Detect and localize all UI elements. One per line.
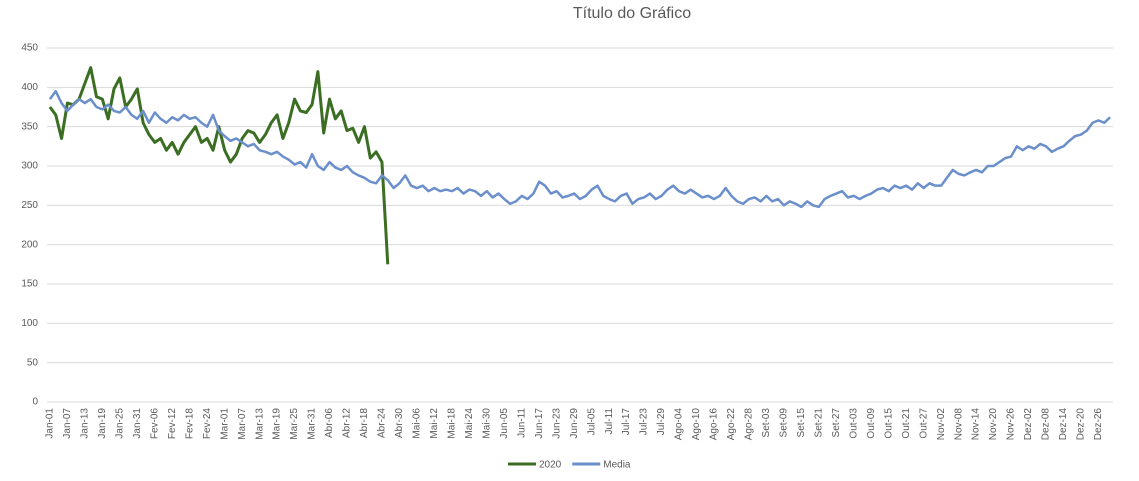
- y-tick-label: 0: [32, 397, 38, 408]
- x-tick-label: Out-15: [883, 408, 894, 439]
- x-tick-label: Ago-04: [674, 408, 685, 441]
- x-tick-label: Jan-19: [97, 408, 108, 439]
- x-tick-label: Dez-20: [1076, 408, 1087, 441]
- x-tick-label: Nov-20: [988, 408, 999, 441]
- x-tick-label: Mar-13: [254, 408, 265, 440]
- x-tick-label: Ago-16: [709, 408, 720, 441]
- chart-title: Título do Gráfico: [573, 5, 691, 22]
- x-tick-label: Nov-02: [936, 408, 947, 441]
- x-tick-label: Dez-08: [1041, 408, 1052, 441]
- y-tick-label: 100: [21, 318, 38, 329]
- series-line: [48, 66, 390, 265]
- x-tick-label: Jul-05: [586, 408, 597, 436]
- x-tick-label: Jun-29: [569, 408, 580, 439]
- series-line: [48, 90, 1111, 209]
- x-tick-label: Out-27: [918, 408, 929, 439]
- x-tick-label: Abr-24: [377, 408, 388, 438]
- x-tick-label: Mai-12: [429, 408, 440, 439]
- x-tick-label: Jul-29: [656, 408, 667, 436]
- x-tick-label: Mai-24: [464, 408, 475, 439]
- x-tick-label: Abr-12: [342, 408, 353, 438]
- x-tick-label: Set-27: [831, 408, 842, 438]
- x-tick-label: Out-09: [866, 408, 877, 439]
- x-tick-label: Ago-28: [744, 408, 755, 441]
- x-tick-label: Abr-18: [359, 408, 370, 438]
- legend-label: 2020: [539, 460, 562, 471]
- x-tick-label: Dez-14: [1058, 408, 1069, 441]
- x-tick-label: Fev-12: [167, 408, 178, 440]
- x-tick-label: Abr-06: [324, 408, 335, 438]
- x-tick-label: Mar-25: [289, 408, 300, 440]
- x-tick-label: Set-09: [779, 408, 790, 438]
- x-tick-label: Jan-01: [45, 408, 56, 439]
- y-tick-label: 300: [21, 161, 38, 172]
- x-tick-label: Jun-11: [516, 408, 527, 438]
- y-tick-label: 350: [21, 121, 38, 132]
- x-tick-label: Jan-25: [114, 408, 125, 439]
- x-tick-label: Mar-19: [272, 408, 283, 440]
- x-tick-label: Mai-06: [412, 408, 423, 439]
- x-tick-label: Nov-26: [1006, 408, 1017, 441]
- y-tick-label: 450: [21, 43, 38, 54]
- x-tick-label: Nov-14: [971, 408, 982, 441]
- x-tick-label: Set-03: [761, 408, 772, 438]
- x-tick-label: Mar-01: [219, 408, 230, 440]
- x-tick-label: Jun-17: [534, 408, 545, 439]
- x-tick-label: Dez-02: [1023, 408, 1034, 441]
- x-tick-label: Fev-18: [184, 408, 195, 440]
- x-tick-label: Jul-17: [621, 408, 632, 436]
- y-tick-label: 200: [21, 239, 38, 250]
- x-tick-label: Out-03: [848, 408, 859, 439]
- x-tick-label: Abr-30: [394, 408, 405, 438]
- x-tick-label: Nov-08: [953, 408, 964, 441]
- x-tick-label: Ago-22: [726, 408, 737, 441]
- x-tick-label: Mai-30: [481, 408, 492, 439]
- x-tick-label: Out-21: [901, 408, 912, 439]
- legend-label: Media: [603, 460, 631, 471]
- x-tick-label: Mai-18: [446, 408, 457, 439]
- x-tick-label: Set-21: [813, 408, 824, 438]
- x-tick-label: Fev-06: [149, 408, 160, 440]
- x-tick-label: Jun-05: [499, 408, 510, 439]
- x-tick-label: Jun-23: [551, 408, 562, 439]
- x-tick-label: Dez-26: [1093, 408, 1104, 441]
- y-tick-label: 50: [27, 357, 39, 368]
- y-tick-label: 250: [21, 200, 38, 211]
- x-tick-label: Fev-24: [202, 408, 213, 440]
- x-tick-label: Jul-11: [604, 408, 615, 435]
- y-tick-label: 150: [21, 279, 38, 290]
- y-tick-label: 400: [21, 82, 38, 93]
- x-tick-label: Jul-23: [639, 408, 650, 436]
- x-tick-label: Ago-10: [691, 408, 702, 441]
- x-tick-label: Jan-07: [62, 408, 73, 439]
- x-tick-label: Jan-13: [80, 408, 91, 439]
- x-tick-label: Set-15: [796, 408, 807, 438]
- x-tick-label: Jan-31: [132, 408, 143, 439]
- x-tick-label: Mar-31: [307, 408, 318, 440]
- x-tick-label: Mar-07: [237, 408, 248, 440]
